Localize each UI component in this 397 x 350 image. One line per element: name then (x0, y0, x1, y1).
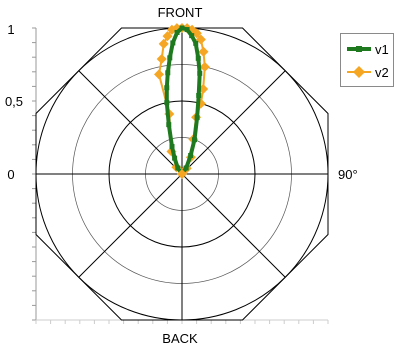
center-point (177, 169, 187, 179)
point-v1-18 (191, 137, 197, 143)
point-v2-5 (158, 38, 169, 49)
point-v1-14 (195, 55, 201, 61)
point-v1-7 (167, 55, 173, 61)
legend-label-v2: v2 (375, 64, 389, 80)
legend-item-v2: v2 (347, 63, 389, 81)
point-v2-6 (162, 31, 173, 42)
point-v1-2 (169, 144, 175, 150)
grid-spoke (78, 70, 183, 175)
radial-tick-label-0: 0 (7, 167, 14, 182)
point-v1-19 (188, 152, 194, 158)
back-label: BACK (162, 331, 198, 346)
legend-item-v1: v1 (347, 40, 389, 58)
point-v1-10 (179, 25, 185, 31)
point-v1-5 (164, 85, 170, 91)
point-v1-3 (166, 122, 172, 128)
point-v1-9 (174, 29, 180, 35)
point-v1-17 (194, 115, 200, 121)
point-v1-13 (193, 40, 199, 46)
grid-spoke (181, 70, 286, 175)
point-v2-13 (195, 34, 206, 45)
legend-swatch-v1 (347, 46, 371, 52)
point-v1-4 (164, 100, 170, 106)
point-v1-6 (165, 70, 171, 76)
grid-spoke (181, 173, 286, 278)
point-v2-4 (156, 54, 167, 64)
point-v1-0 (175, 165, 181, 171)
ninety-degree-label: 90° (338, 167, 358, 182)
radial-tick-label-1: 1 (7, 22, 14, 37)
point-v1-20 (183, 165, 189, 171)
front-label: FRONT (158, 5, 203, 20)
legend-swatch-v2 (347, 66, 371, 78)
grid-outer-octagon (35, 27, 329, 321)
point-v1-11 (184, 27, 190, 33)
point-v1-1 (172, 155, 178, 161)
point-v2-14 (198, 46, 209, 57)
point-v1-16 (196, 92, 202, 98)
legend-label-v1: v1 (375, 41, 389, 57)
point-v1-8 (170, 40, 176, 46)
point-v1-15 (197, 70, 203, 76)
point-v2-3 (154, 69, 164, 80)
point-v2-12 (191, 28, 202, 39)
legend: v1 v2 (340, 33, 394, 87)
radial-tick-label-0-5: 0,5 (5, 94, 23, 109)
series-layer (154, 23, 210, 179)
point-v1-12 (189, 33, 195, 39)
grid-spoke (78, 173, 183, 278)
point-v2-15 (199, 61, 210, 72)
